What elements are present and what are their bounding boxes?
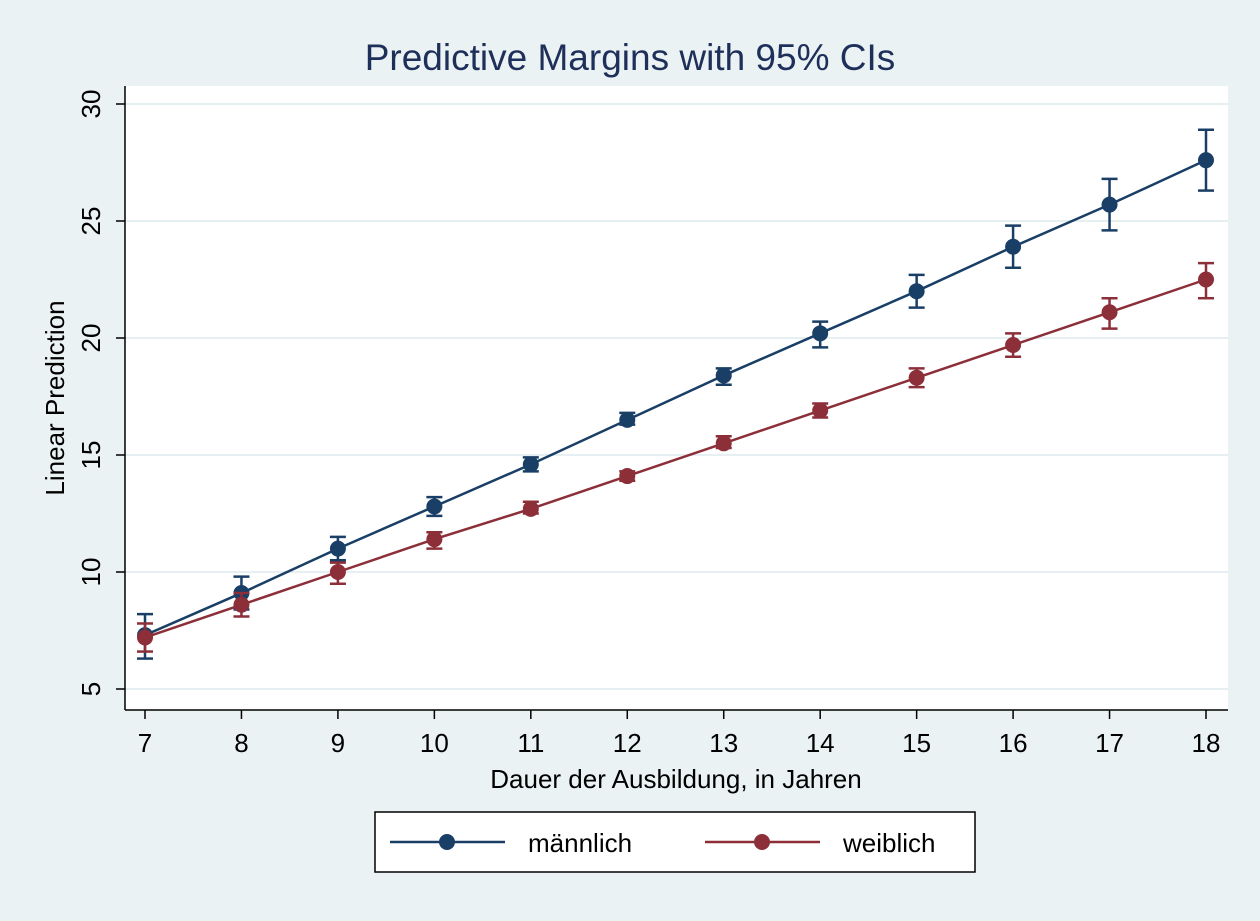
data-point (522, 500, 539, 517)
x-tick-label: 11 (517, 728, 544, 758)
axes: 5 10 15 20 25 30 7 8 9 10 11 12 13 14 15 16 17 18 (76, 86, 1228, 758)
data-point (233, 596, 250, 613)
x-tick-label: 10 (420, 728, 449, 758)
y-tick-label: 15 (76, 441, 106, 470)
data-point (619, 468, 636, 485)
x-tick-label: 8 (234, 728, 248, 758)
data-point (329, 540, 346, 557)
data-point (715, 435, 732, 452)
legend-item: männlich (390, 828, 632, 858)
data-point (1005, 337, 1022, 354)
data-point (1005, 238, 1022, 255)
data-point (908, 369, 925, 386)
y-tick-label: 5 (76, 682, 106, 696)
x-tick-label: 15 (902, 728, 931, 758)
y-tick-label: 25 (76, 207, 106, 236)
data-point (329, 564, 346, 580)
data-point (812, 325, 829, 342)
data-point (522, 456, 539, 473)
x-tick-label: 17 (1095, 728, 1124, 758)
series-1 (137, 128, 1214, 660)
data-point (1101, 196, 1118, 213)
x-tick-label: 12 (613, 728, 642, 758)
y-tick-label: 20 (76, 324, 106, 353)
legend-marker (439, 834, 455, 850)
data-point (1198, 271, 1214, 288)
data-point (619, 411, 636, 428)
x-axis-label: Dauer der Ausbildung, in Jahren (490, 764, 861, 794)
y-tick-label: 10 (76, 558, 106, 587)
x-tick-label: 7 (138, 728, 152, 758)
legend-label: weiblich (842, 828, 936, 858)
data-point (137, 629, 153, 646)
data-point (715, 367, 732, 384)
series-2 (137, 261, 1214, 653)
x-tick-label: 9 (331, 728, 345, 758)
x-tick-label: 14 (806, 728, 835, 758)
data-point (1101, 304, 1118, 321)
x-tick-label: 16 (999, 728, 1028, 758)
data-point (426, 498, 443, 515)
series-layer (137, 128, 1214, 660)
legend-item: weiblich (705, 828, 936, 858)
data-point (908, 283, 925, 300)
grid-lines (125, 103, 1228, 690)
data-point (426, 531, 443, 548)
x-tick-label: 13 (709, 728, 738, 758)
x-tick-label: 18 (1192, 728, 1221, 758)
legend-label: männlich (528, 828, 632, 858)
y-tick-label: 30 (76, 90, 106, 119)
legend: männlich weiblich (374, 811, 976, 873)
data-point (812, 402, 829, 419)
y-axis-label: Linear Prediction (40, 300, 70, 495)
series-line (144, 278, 1207, 639)
data-point (1198, 152, 1214, 169)
series-line (144, 159, 1207, 637)
legend-marker (754, 834, 770, 850)
chart-title: Predictive Margins with 95% CIs (365, 37, 896, 78)
